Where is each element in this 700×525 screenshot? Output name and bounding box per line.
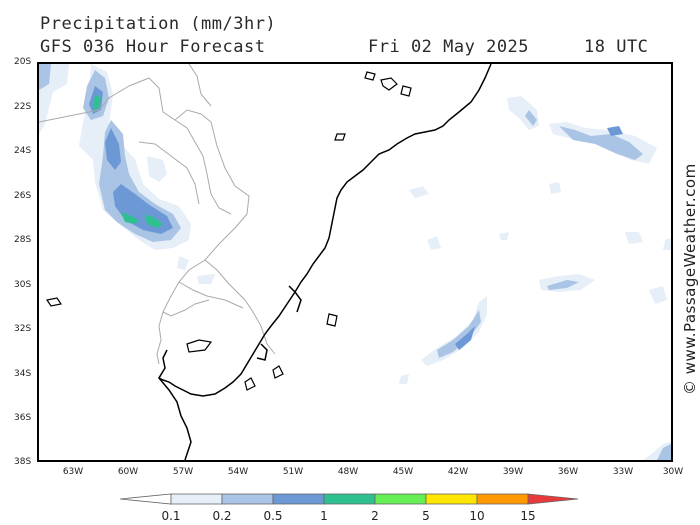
lat-label: 28S (14, 235, 32, 245)
legend-cell (170, 493, 223, 505)
legend-label: 0.2 (212, 509, 232, 523)
lon-label: 57W (172, 467, 194, 477)
legend-label: 15 (520, 509, 536, 523)
lat-label: 22S (14, 102, 32, 112)
lon-label: 63W (62, 467, 84, 477)
forecast-time: 18 UTC (584, 37, 649, 57)
legend-cell-high (527, 493, 579, 505)
lat-label: 30S (14, 280, 32, 290)
legend-cell (476, 493, 529, 505)
credit-text: © www.PassageWeather.com (681, 163, 699, 395)
legend-label: 2 (371, 509, 379, 523)
lat-label: 26S (14, 191, 32, 201)
lon-label: 48W (337, 467, 359, 477)
lon-label: 33W (612, 467, 634, 477)
lon-label: 36W (557, 467, 579, 477)
legend-label: 0.1 (161, 509, 181, 523)
country-borders (39, 64, 276, 365)
precip-medium (39, 64, 671, 460)
precip-light (39, 64, 671, 460)
lon-label: 39W (502, 467, 524, 477)
map-title: Precipitation (mm/3hr) (40, 14, 277, 34)
map-frame (37, 62, 673, 462)
lon-label: 42W (447, 467, 469, 477)
legend-cell (221, 493, 274, 505)
lat-label: 24S (14, 146, 32, 156)
legend-cell (323, 493, 376, 505)
lat-label: 36S (14, 413, 32, 423)
legend-label: 0.5 (263, 509, 283, 523)
lon-label: 60W (117, 467, 139, 477)
precip-core (93, 94, 163, 228)
lakes-islands (46, 71, 412, 391)
lon-label: 51W (282, 467, 304, 477)
precipitation-map (39, 64, 671, 460)
legend-colorbar (119, 493, 579, 505)
lon-label: 30W (662, 467, 684, 477)
legend-cell-low (119, 493, 172, 505)
lat-label: 32S (14, 324, 32, 334)
lat-label: 38S (14, 457, 32, 467)
lat-label: 34S (14, 369, 32, 379)
legend-cell (425, 493, 478, 505)
legend-cell (374, 493, 427, 505)
legend-label: 5 (422, 509, 430, 523)
legend-label: 1 (320, 509, 328, 523)
legend-cell (272, 493, 325, 505)
lon-label: 45W (392, 467, 414, 477)
lat-label: 20S (14, 57, 32, 67)
forecast-model: GFS 036 Hour Forecast (40, 37, 266, 57)
legend-label: 10 (469, 509, 485, 523)
lon-label: 54W (227, 467, 249, 477)
forecast-date: Fri 02 May 2025 (368, 37, 530, 57)
coastline (157, 64, 492, 460)
